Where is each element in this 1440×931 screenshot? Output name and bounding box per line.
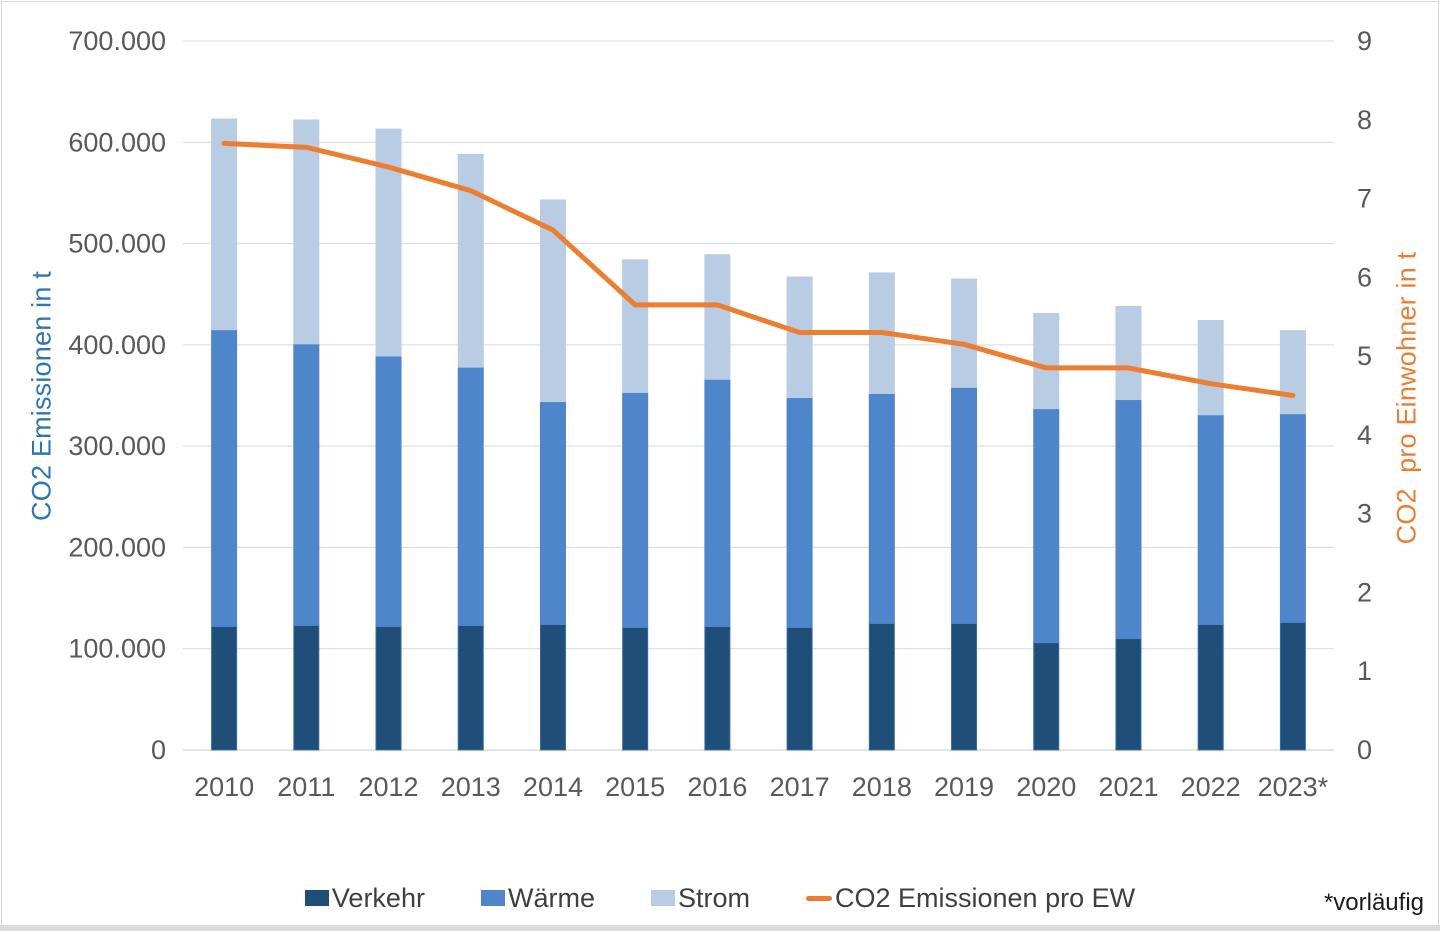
bar-segment-strom-2021: [1115, 305, 1142, 401]
bar-segment-verkehr-2010: [211, 625, 238, 751]
legend-label-waerme: Wärme: [507, 882, 595, 913]
category-label-2021: 2021: [1098, 772, 1158, 802]
left-axis-tick-label: 300.000: [68, 431, 166, 461]
right-axis-tick-label: 8: [1357, 105, 1372, 135]
category-label-2019: 2019: [934, 772, 994, 802]
bottom-strip: [0, 925, 1440, 931]
trend-line-swatch-icon: [805, 895, 832, 901]
bar-segment-verkehr-2017: [786, 626, 813, 751]
category-label-2010: 2010: [194, 772, 254, 802]
bar-segment-strom-2019: [951, 278, 978, 388]
left-axis-tick-label: 200.000: [68, 532, 166, 562]
left-axis-tick-label: 100.000: [68, 634, 166, 664]
strom-swatch-icon: [650, 890, 675, 906]
left-axis-tick-label: 400.000: [68, 330, 166, 360]
bar-segment-w-rme-2018: [868, 392, 895, 624]
right-axis-tick-label: 6: [1357, 262, 1372, 292]
trend-line: [221, 140, 1296, 398]
right-axis-tick-label: 9: [1357, 26, 1372, 56]
category-label-2023: 2023*: [1258, 772, 1329, 802]
category-label-2016: 2016: [687, 772, 747, 802]
bar-segment-w-rme-2019: [951, 386, 978, 624]
left-axis-tick-label: 600.000: [68, 127, 166, 157]
bar-segment-verkehr-2023: [1279, 621, 1306, 751]
legend-label-co2-pro-ew: CO2 Emissionen pro EW: [834, 882, 1136, 913]
bar-segment-strom-2010: [211, 118, 238, 331]
bar-segment-w-rme-2022: [1197, 414, 1224, 625]
right-axis-tick-label: 5: [1357, 341, 1372, 371]
category-label-2014: 2014: [523, 772, 583, 802]
bar-segment-verkehr-2018: [868, 622, 895, 751]
category-label-2012: 2012: [358, 772, 418, 802]
bar-segment-strom-2022: [1197, 320, 1224, 416]
legend-label-strom: Strom: [677, 882, 750, 913]
category-label-2011: 2011: [277, 772, 335, 802]
bar-segment-w-rme-2017: [786, 397, 813, 628]
bar-segment-verkehr-2016: [704, 625, 731, 751]
bar-segment-w-rme-2015: [622, 391, 649, 628]
bar-segment-strom-2016: [704, 254, 731, 380]
bar-segment-w-rme-2012: [375, 355, 402, 627]
legend-item-verkehr: Verkehr: [304, 882, 425, 914]
bar-segment-strom-2017: [786, 276, 813, 399]
bar-segment-verkehr-2011: [293, 624, 320, 751]
category-label-2017: 2017: [770, 772, 830, 802]
bar-segment-strom-2023: [1279, 330, 1306, 415]
bar-segment-verkehr-2021: [1115, 638, 1142, 751]
bar-segment-verkehr-2013: [457, 624, 484, 751]
left-axis-tick-label: 500.000: [68, 229, 166, 259]
category-label-2022: 2022: [1181, 772, 1241, 802]
bar-segment-verkehr-2015: [622, 626, 649, 751]
waerme-swatch-icon: [480, 890, 505, 906]
bar-segment-strom-2011: [293, 119, 320, 345]
right-axis-tick-label: 4: [1357, 420, 1372, 450]
category-label-2015: 2015: [605, 772, 665, 802]
bar-segment-w-rme-2023: [1279, 413, 1306, 623]
bar-segment-w-rme-2020: [1033, 408, 1060, 644]
right-axis-title: CO2 pro Einwohner in t: [1391, 251, 1422, 545]
bar-segment-w-rme-2011: [293, 343, 320, 626]
legend-item-co2-pro-ew: CO2 Emissionen pro EW: [805, 882, 1136, 914]
bar-segment-verkehr-2012: [375, 625, 402, 751]
chart-legend: Verkehr Wärme Strom CO2 Emissionen pro E…: [0, 881, 1440, 915]
preliminary-footnote: *vorläufig: [1323, 889, 1424, 916]
right-axis-tick-label: 3: [1357, 499, 1372, 529]
right-axis-tick-label: 1: [1357, 656, 1372, 686]
category-label-2013: 2013: [441, 772, 501, 802]
bar-segment-verkehr-2022: [1197, 623, 1224, 751]
bar-segment-w-rme-2013: [457, 366, 484, 626]
legend-label-verkehr: Verkehr: [331, 882, 425, 913]
bar-segment-w-rme-2016: [704, 378, 731, 627]
bar-segment-verkehr-2014: [539, 623, 566, 751]
verkehr-swatch-icon: [304, 890, 329, 906]
category-label-2018: 2018: [852, 772, 912, 802]
legend-item-waerme: Wärme: [480, 882, 595, 914]
legend-item-strom: Strom: [650, 882, 750, 914]
bar-segment-strom-2020: [1033, 312, 1060, 410]
category-label-2020: 2020: [1016, 772, 1076, 802]
bar-segment-w-rme-2010: [211, 329, 238, 627]
bar-segment-strom-2015: [622, 259, 649, 393]
right-axis-tick-label: 0: [1357, 735, 1372, 765]
right-axis-tick-label: 2: [1357, 577, 1372, 607]
bar-segment-verkehr-2020: [1033, 642, 1060, 751]
left-axis-tick-label: 700.000: [68, 26, 166, 56]
bar-segment-w-rme-2021: [1115, 399, 1142, 640]
bar-segment-w-rme-2014: [539, 401, 566, 625]
right-axis-tick-label: 7: [1357, 184, 1372, 214]
bar-segment-strom-2014: [539, 199, 566, 403]
left-axis-tick-label: 0: [151, 735, 166, 765]
left-axis-title: CO2 Emissionen in t: [26, 271, 57, 521]
bar-segment-verkehr-2019: [951, 622, 978, 751]
